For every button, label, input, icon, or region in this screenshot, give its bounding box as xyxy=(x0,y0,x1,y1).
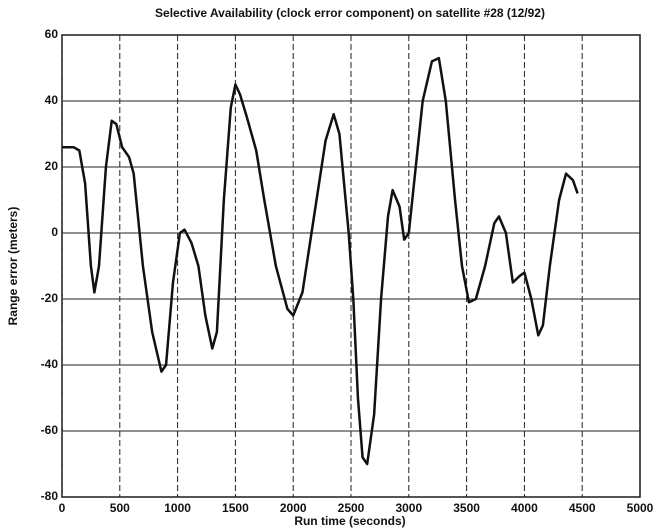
x-tick-label: 2000 xyxy=(280,501,307,515)
y-tick-label: 20 xyxy=(45,159,59,173)
x-tick-label: 4500 xyxy=(569,501,596,515)
x-tick-label: 500 xyxy=(110,501,130,515)
y-axis-label: Range error (meters) xyxy=(6,207,20,326)
y-tick-label: -20 xyxy=(41,291,59,305)
y-tick-label: -80 xyxy=(41,489,59,503)
x-axis-label: Run time (seconds) xyxy=(294,514,405,528)
y-tick-label: 40 xyxy=(45,93,59,107)
x-tick-label: 1500 xyxy=(222,501,249,515)
x-tick-label: 2500 xyxy=(338,501,365,515)
data-line xyxy=(62,56,579,466)
x-tick-label: 5000 xyxy=(627,501,654,515)
x-tick-label: 1000 xyxy=(164,501,191,515)
y-tick-label: -40 xyxy=(41,357,59,371)
x-tick-label: 4000 xyxy=(511,501,538,515)
y-tick-label: 0 xyxy=(51,225,58,239)
x-tick-label: 3000 xyxy=(395,501,422,515)
x-tick-label: 3500 xyxy=(453,501,480,515)
x-tick-label: 0 xyxy=(59,501,66,515)
chart-title: Selective Availability (clock error comp… xyxy=(155,6,545,20)
y-tick-label: 60 xyxy=(45,27,59,41)
y-tick-label: -60 xyxy=(41,423,59,437)
